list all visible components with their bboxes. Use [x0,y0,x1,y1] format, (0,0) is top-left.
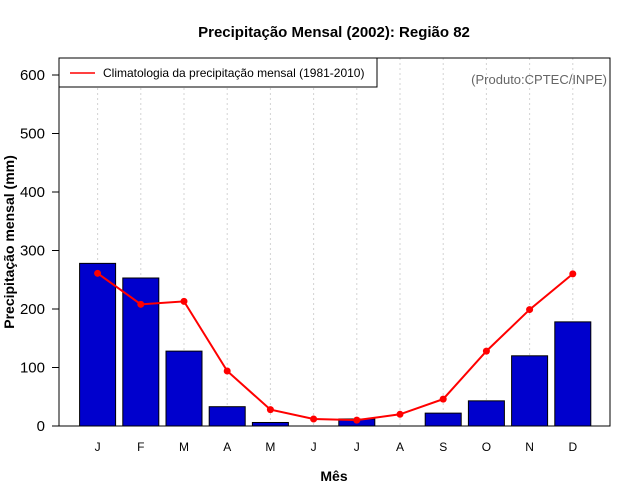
bar-d-12 [554,321,592,427]
climatology-point [266,406,274,414]
x-tick-label: M [179,440,189,454]
y-axis: 0 100 200 300 400 500 600 [20,67,60,435]
y-tick-label: 400 [20,184,45,201]
climatology-point [94,269,102,277]
x-tick-label: F [137,440,144,454]
bar-n-11 [511,355,549,427]
legend-box [58,57,378,88]
x-tick-label: D [568,440,577,454]
x-tick-label: O [482,440,491,454]
x-tick-label: S [439,440,447,454]
chart-title: Precipitação Mensal (2002): Região 82 [198,24,470,41]
x-tick-label: J [354,440,360,454]
climatology-point [180,297,188,305]
climatology-point [310,415,318,423]
bar-s-9 [424,412,462,427]
climatology-line [97,272,574,422]
y-tick-label: 600 [20,67,45,84]
y-axis-title: Precipitação mensal (mm) [1,155,17,329]
bar-o-10 [467,400,505,427]
bar-m-3 [165,350,203,427]
x-axis-title: Mês [320,468,347,484]
legend: Climatologia da precipitação mensal (198… [58,57,378,88]
climatology-point [439,395,447,403]
y-tick-label: 200 [20,301,45,318]
bar-m-5 [251,421,289,427]
climatology-point [137,300,145,308]
bar-f-2 [122,277,160,427]
x-tick-label: A [396,440,404,454]
bar-a-4 [208,406,246,427]
bar-j-1 [79,262,117,427]
bar-series [79,262,592,427]
x-tick-label: J [311,440,317,454]
climatology-point [353,416,361,424]
x-tick-label: M [265,440,275,454]
y-tick-label: 300 [20,243,45,260]
credit-text: (Produto:CPTEC/INPE) [471,72,607,87]
climatology-point [569,270,577,278]
y-tick-label: 0 [37,418,45,435]
climatology-point [526,306,534,314]
x-tick-label: J [95,440,101,454]
x-tick-label: A [223,440,231,454]
y-tick-label: 500 [20,126,45,143]
climatology-point [482,347,490,355]
legend-label: Climatologia da precipitação mensal (198… [103,66,364,80]
climatology-point [396,410,404,418]
y-tick-label: 100 [20,360,45,377]
x-tick-label: N [525,440,534,454]
climatology-point [223,367,231,375]
climatology-series [94,269,577,424]
